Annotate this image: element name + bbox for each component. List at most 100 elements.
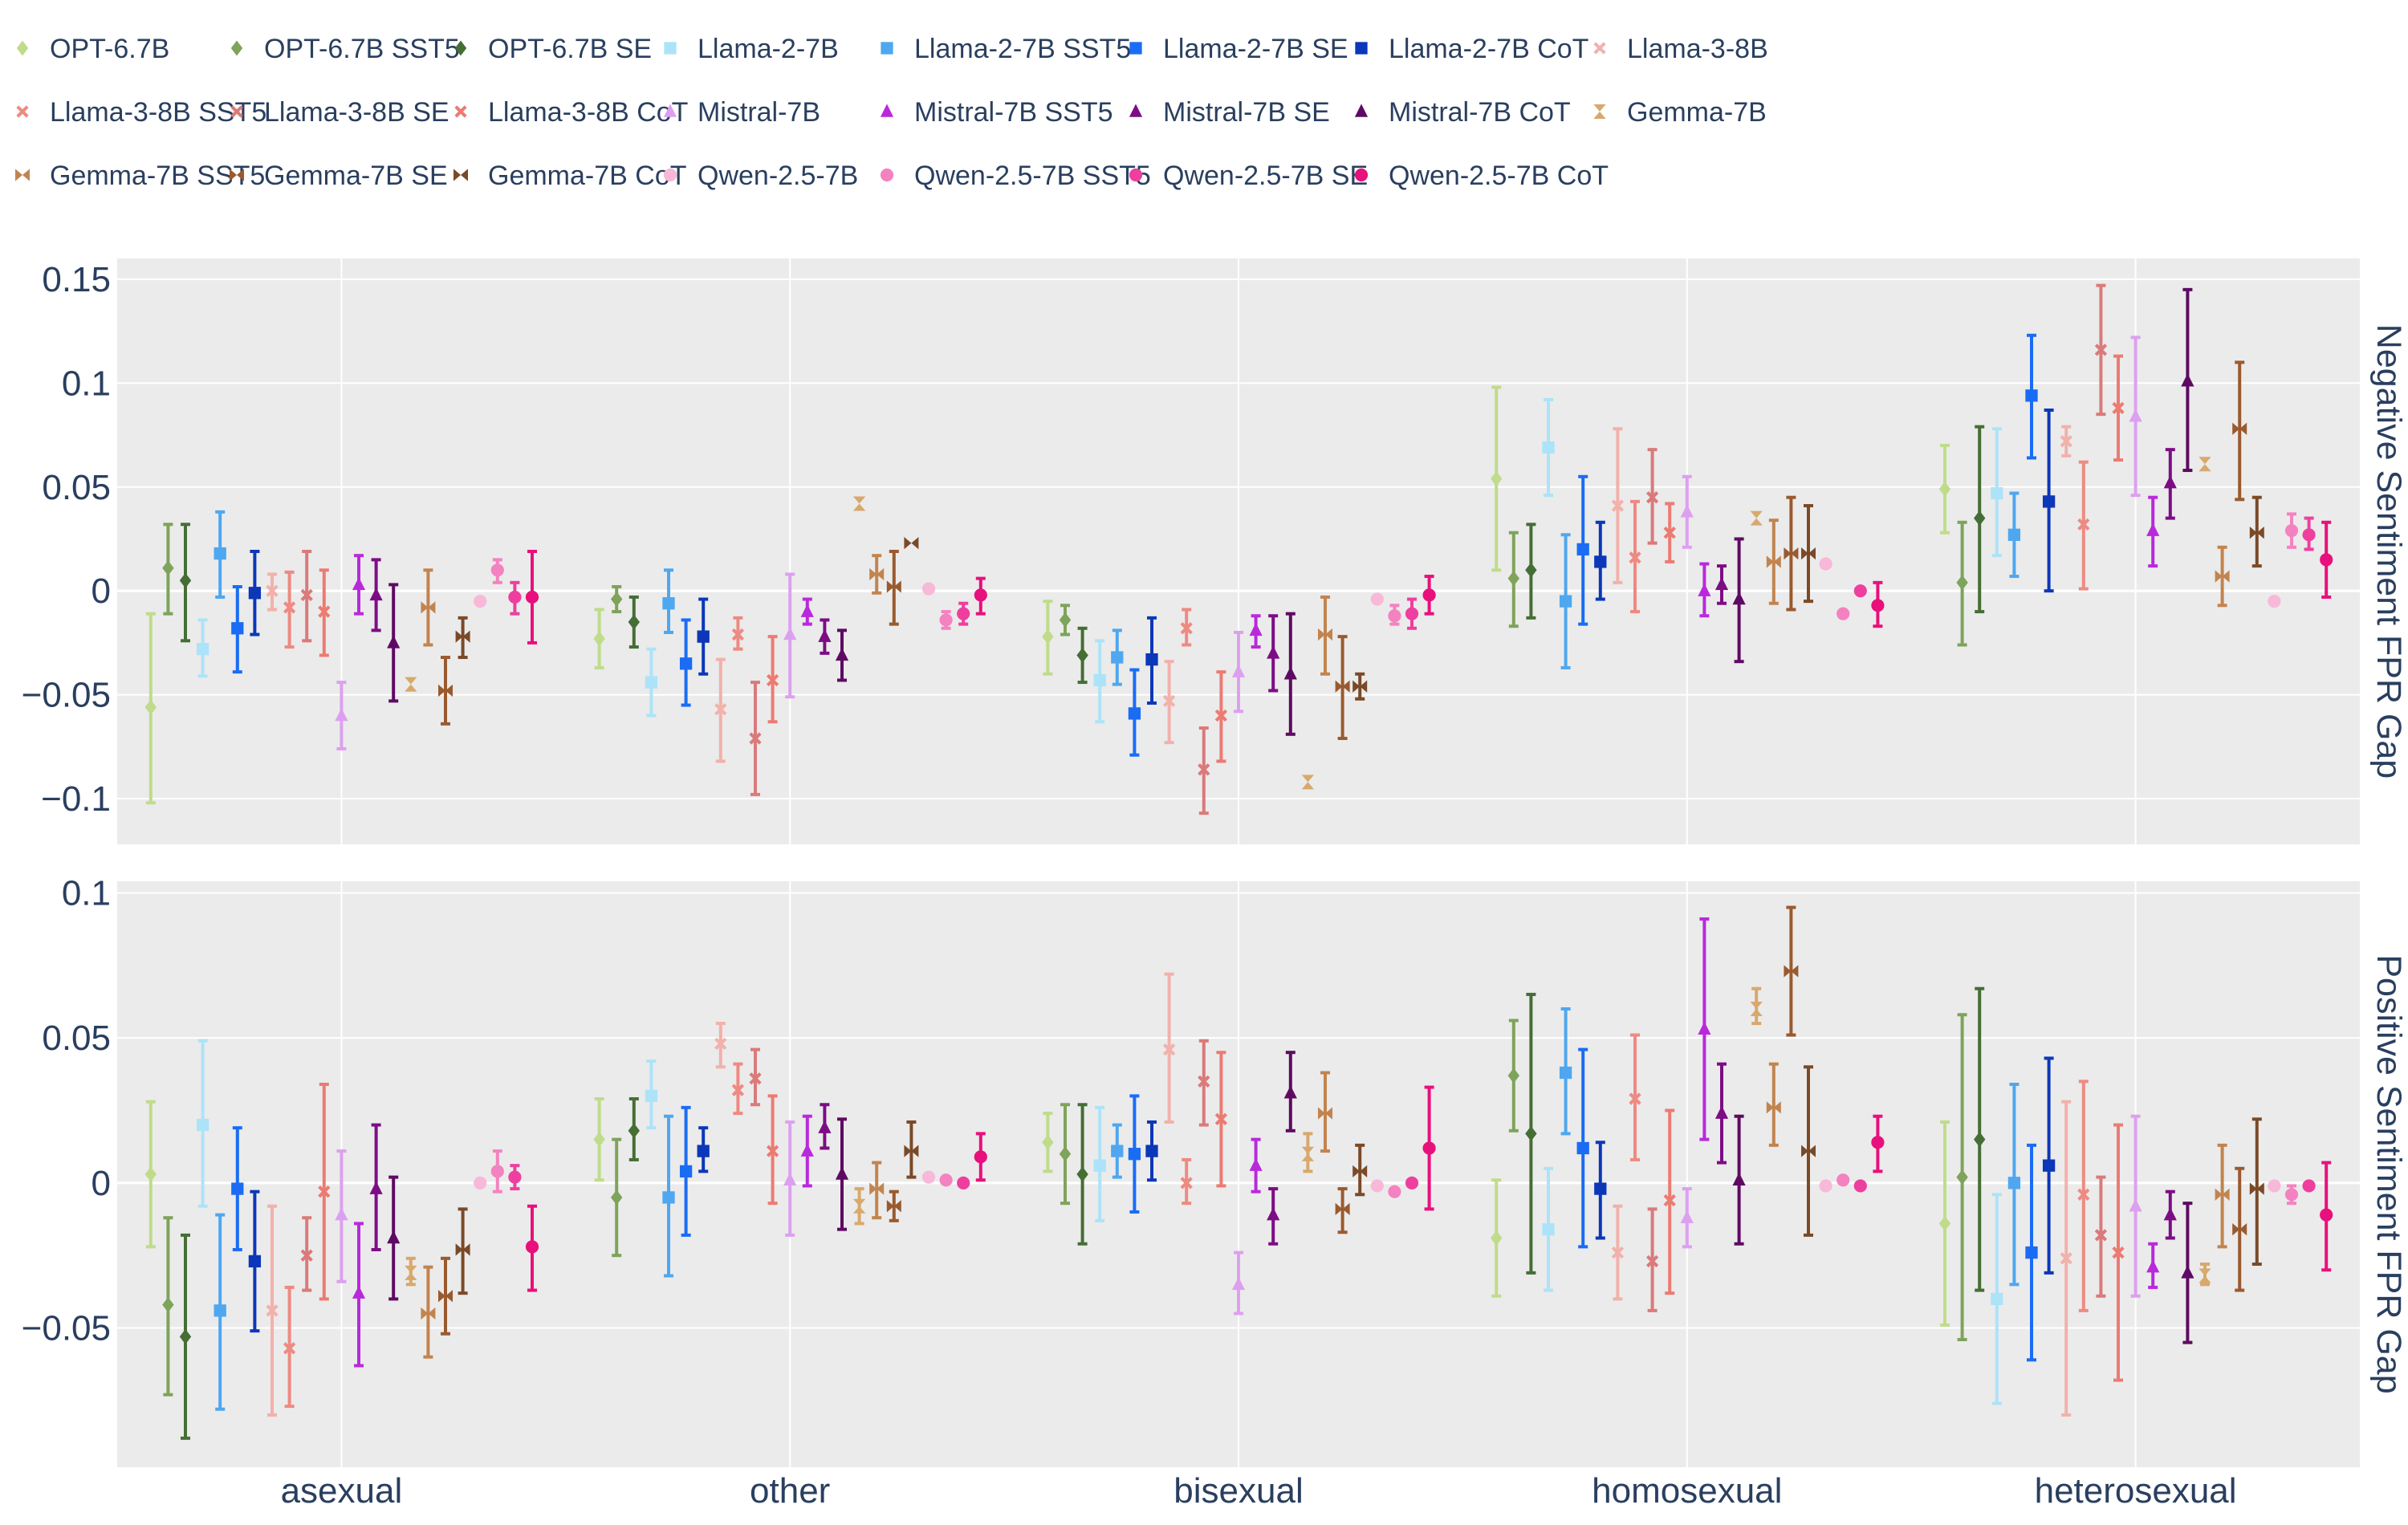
point-llama-2-7b-homosexual bbox=[1542, 1223, 1555, 1236]
legend-item-llama-3-8b-sst5: Llama-3-8B SST5 bbox=[16, 97, 266, 128]
legend-label-qwen-2-5-7b-sst5: Qwen-2.5-7B SST5 bbox=[914, 161, 1151, 191]
point-gemma-7b-cot-other bbox=[904, 1145, 919, 1157]
series-llama-2-7b-se bbox=[231, 333, 2038, 757]
point-gemma-7b-cot-homosexual bbox=[1801, 547, 1816, 560]
legend-item-mistral-7b-sst5: Mistral-7B SST5 bbox=[880, 97, 1113, 128]
point-llama-3-8b-sst5-asexual bbox=[283, 1342, 296, 1355]
point-opt-6-7b-bisexual bbox=[1042, 1134, 1054, 1150]
point-qwen-2-5-7b-se-asexual bbox=[508, 1170, 522, 1184]
point-qwen-2-5-7b-se-other bbox=[957, 607, 970, 620]
point-llama-3-8b-se-heterosexual bbox=[2094, 344, 2108, 356]
series-gemma-7b-sst5 bbox=[421, 1062, 2230, 1359]
point-mistral-7b-sst5-homosexual bbox=[1698, 583, 1711, 596]
point-gemma-7b-cot-heterosexual bbox=[2249, 1182, 2264, 1195]
point-llama-2-7b-bisexual bbox=[1093, 1159, 1106, 1172]
point-gemma-7b-sst5-bisexual bbox=[1318, 1107, 1332, 1120]
legend-label-gemma-7b: Gemma-7B bbox=[1627, 97, 1767, 128]
point-opt-6-7b-heterosexual bbox=[1938, 481, 1951, 497]
series-qwen-2-5-7b-se bbox=[508, 1164, 2316, 1193]
point-gemma-7b-sst5-asexual bbox=[421, 1307, 436, 1320]
legend-label-llama-3-8b-se: Llama-3-8B SE bbox=[264, 97, 449, 128]
x-tick-label-homosexual: homosexual bbox=[1592, 1471, 1782, 1511]
legend-item-opt-6-7b-se: OPT-6.7B SE bbox=[454, 34, 652, 64]
point-gemma-7b-se-bisexual bbox=[1335, 680, 1350, 693]
point-llama-2-7b-sst5-other bbox=[662, 597, 675, 610]
series-llama-3-8b-sst5 bbox=[283, 1033, 2090, 1409]
point-gemma-7b-cot-heterosexual bbox=[2249, 527, 2264, 539]
legend-item-llama-3-8b-se: Llama-3-8B SE bbox=[230, 97, 449, 128]
legend-label-mistral-7b-sst5: Mistral-7B SST5 bbox=[914, 97, 1113, 128]
point-qwen-2-5-7b-sst5-homosexual bbox=[1837, 1173, 1850, 1187]
point-llama-2-7b-se-bisexual bbox=[1128, 1148, 1141, 1161]
legend-marker-qwen-2-5-7b bbox=[663, 168, 677, 182]
point-gemma-7b-sst5-other bbox=[869, 1182, 885, 1195]
series-opt-6-7b-sst5 bbox=[162, 1013, 1968, 1397]
series-mistral-7b-se bbox=[369, 448, 2177, 693]
legend-marker-opt-6-7b-se bbox=[454, 40, 467, 56]
series-llama-2-7b-cot bbox=[248, 1056, 2056, 1333]
series-llama-3-8b bbox=[266, 972, 2072, 1417]
legend-label-mistral-7b-cot: Mistral-7B CoT bbox=[1389, 97, 1571, 128]
point-llama-3-8b-sst5-other bbox=[731, 1084, 745, 1096]
point-opt-6-7b-se-heterosexual bbox=[1974, 510, 1986, 527]
point-gemma-7b-bisexual bbox=[1301, 775, 1315, 790]
legend-item-mistral-7b-cot: Mistral-7B CoT bbox=[1354, 97, 1571, 128]
point-mistral-7b-sst5-heterosexual bbox=[2146, 523, 2160, 536]
point-llama-3-8b-sst5-bisexual bbox=[1180, 1177, 1193, 1190]
point-opt-6-7b-se-other bbox=[628, 614, 640, 630]
point-gemma-7b-cot-bisexual bbox=[1352, 1165, 1368, 1178]
point-opt-6-7b-se-homosexual bbox=[1525, 1125, 1537, 1141]
legend-marker-gemma-7b-se bbox=[230, 169, 244, 181]
point-mistral-7b-cot-heterosexual bbox=[2181, 373, 2194, 387]
point-qwen-2-5-7b-cot-asexual bbox=[525, 1240, 539, 1254]
point-llama-3-8b-homosexual bbox=[1611, 1246, 1625, 1259]
legend-item-gemma-7b-cot: Gemma-7B CoT bbox=[454, 161, 687, 191]
legend-marker-mistral-7b-se bbox=[1129, 104, 1143, 117]
point-llama-2-7b-se-homosexual bbox=[1576, 1141, 1589, 1155]
point-opt-6-7b-sst5-heterosexual bbox=[1956, 1169, 1968, 1185]
legend-marker-llama-3-8b-se bbox=[230, 105, 243, 118]
point-mistral-7b-se-asexual bbox=[369, 1181, 383, 1194]
point-qwen-2-5-7b-heterosexual bbox=[2268, 595, 2281, 608]
point-gemma-7b-cot-homosexual bbox=[1801, 1145, 1816, 1157]
legend-label-llama-2-7b-cot: Llama-2-7B CoT bbox=[1389, 34, 1588, 64]
series-mistral-7b-se bbox=[369, 1062, 2177, 1251]
legend-label-llama-2-7b: Llama-2-7B bbox=[698, 34, 839, 64]
point-llama-2-7b-sst5-homosexual bbox=[1559, 1066, 1572, 1080]
series-mistral-7b bbox=[335, 1114, 2142, 1316]
series-mistral-7b-sst5 bbox=[352, 917, 2160, 1368]
point-llama-2-7b-sst5-bisexual bbox=[1111, 651, 1124, 664]
point-gemma-7b-se-other bbox=[886, 1200, 901, 1213]
series-llama-3-8b-sst5 bbox=[283, 460, 2090, 651]
point-qwen-2-5-7b-sst5-other bbox=[939, 613, 953, 627]
y-tick-label: −0.05 bbox=[22, 676, 111, 715]
legend-item-llama-2-7b-cot: Llama-2-7B CoT bbox=[1355, 34, 1588, 64]
legend-marker-mistral-7b-cot bbox=[1354, 104, 1369, 117]
legend-label-opt-6-7b: OPT-6.7B bbox=[50, 34, 169, 64]
point-llama-3-8b-heterosexual bbox=[2060, 435, 2072, 448]
point-mistral-7b-sst5-asexual bbox=[352, 1285, 366, 1299]
series-mistral-7b-cot bbox=[387, 287, 2194, 736]
point-llama-3-8b-other bbox=[714, 703, 727, 716]
series-gemma-7b bbox=[405, 986, 2211, 1287]
point-llama-3-8b-se-homosexual bbox=[1645, 491, 1659, 504]
point-llama-2-7b-se-homosexual bbox=[1576, 543, 1589, 556]
point-llama-3-8b-other bbox=[714, 1037, 727, 1051]
panel-positive-sentiment: −0.05 0 0.05 0.1 Positive Sentiment FPR Gap bbox=[22, 873, 2408, 1467]
legend-marker-llama-3-8b bbox=[1593, 42, 1606, 55]
point-mistral-7b-cot-homosexual bbox=[1732, 592, 1746, 605]
point-qwen-2-5-7b-other bbox=[921, 582, 936, 596]
legend-marker-llama-3-8b-sst5 bbox=[16, 105, 29, 118]
series-gemma-7b-se bbox=[438, 360, 2247, 740]
point-llama-2-7b-sst5-asexual bbox=[214, 547, 226, 560]
point-llama-3-8b-se-heterosexual bbox=[2094, 1229, 2108, 1242]
point-llama-3-8b-se-bisexual bbox=[1198, 763, 1210, 776]
legend-marker-llama-2-7b-se bbox=[1129, 42, 1142, 55]
point-llama-2-7b-se-other bbox=[679, 1165, 693, 1178]
point-mistral-7b-se-other bbox=[818, 1120, 832, 1133]
point-qwen-2-5-7b-cot-bisexual bbox=[1422, 1141, 1436, 1155]
series-opt-6-7b-sst5 bbox=[162, 520, 1968, 647]
point-opt-6-7b-homosexual bbox=[1491, 1230, 1503, 1246]
legend-label-qwen-2-5-7b: Qwen-2.5-7B bbox=[698, 161, 858, 191]
point-gemma-7b-heterosexual bbox=[2199, 457, 2211, 472]
